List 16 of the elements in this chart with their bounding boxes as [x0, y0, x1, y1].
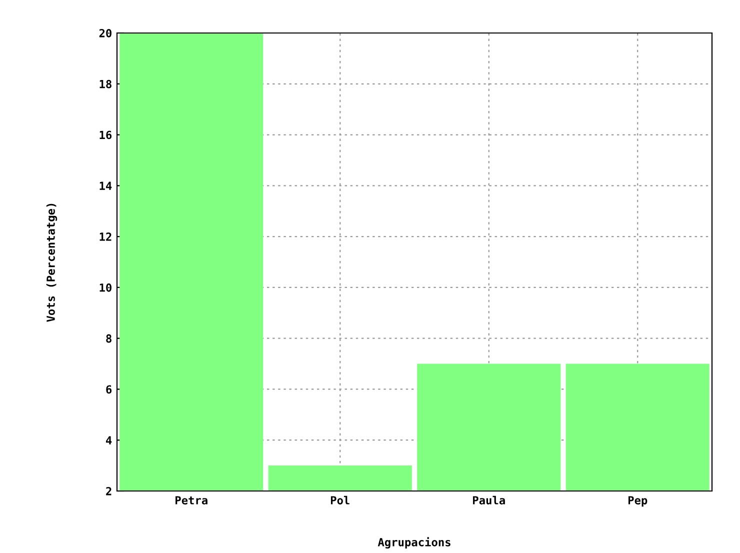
y-tick-label: 20 — [99, 28, 112, 38]
y-tick-label: 8 — [106, 334, 112, 343]
y-axis-title: Vots (Percentatge) — [46, 204, 58, 322]
x-tick-label: Petra — [176, 496, 208, 504]
x-tick-label: Pep — [628, 496, 648, 507]
y-tick-label: 2 — [106, 486, 112, 496]
y-tick-label: 10 — [100, 283, 112, 292]
x-axis-title: Agrupacions — [378, 537, 450, 549]
y-tick-label: 18 — [100, 80, 112, 88]
x-tick-label: Paula — [473, 496, 505, 504]
y-tick-label: 14 — [100, 182, 112, 190]
y-tick-label: 4 — [106, 436, 112, 444]
y-tick-label: 16 — [100, 130, 112, 140]
y-tick-label: 12 — [100, 232, 112, 241]
x-tick-label: Pol — [330, 496, 350, 504]
y-tick-label: 6 — [106, 385, 112, 394]
